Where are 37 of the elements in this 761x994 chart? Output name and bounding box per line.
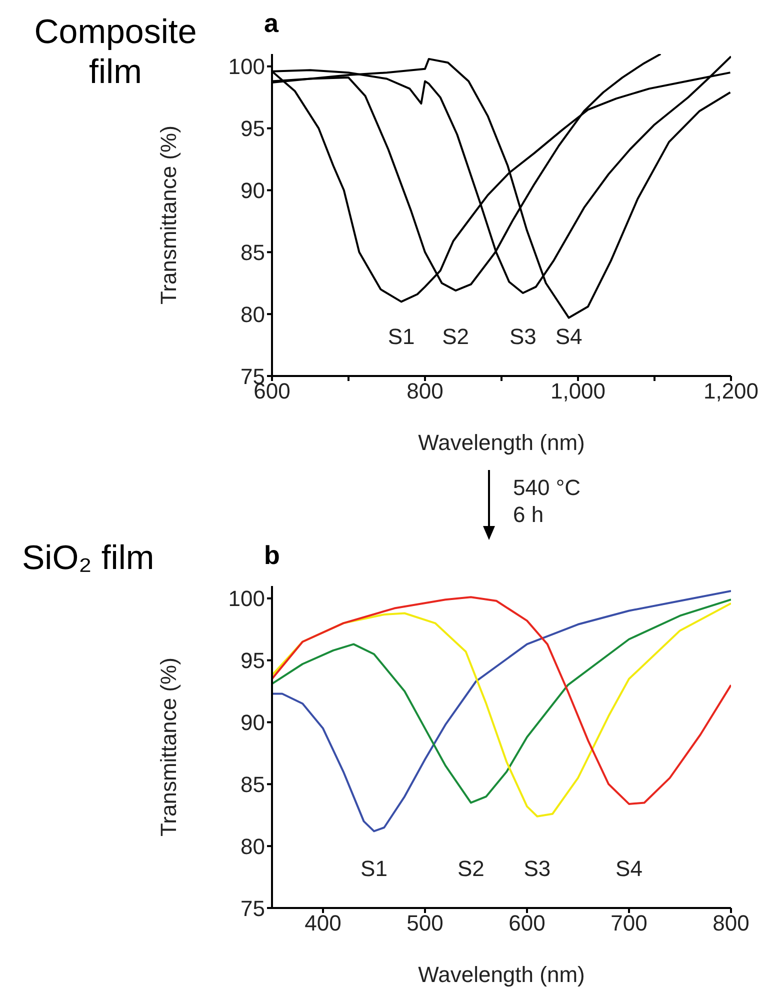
y-tick-label: 75: [240, 896, 265, 921]
y-tick-label: 90: [240, 178, 265, 204]
y-axis-title: Transmittance (%): [156, 126, 181, 304]
y-tick-label: 85: [240, 240, 265, 265]
y-tick-label: 80: [240, 302, 265, 327]
y-tick-label: 100: [228, 54, 265, 80]
text: S2: [457, 856, 484, 881]
text: S4: [616, 856, 642, 881]
series-label: S4: [555, 324, 582, 349]
series-label: S3: [509, 324, 536, 349]
x-tick-label: 800: [406, 378, 444, 404]
series-label: S3: [524, 856, 551, 881]
y-tick-label: 95: [240, 648, 265, 674]
y-tick-label: 100: [228, 586, 265, 612]
x-tick-label: 700: [610, 910, 648, 936]
text: Composite film: [33, 12, 198, 92]
series-label: S1: [388, 324, 415, 349]
y-tick-label: 80: [240, 834, 265, 859]
y-tick-label: 85: [240, 772, 265, 797]
series-label: S1: [360, 856, 388, 881]
x-tick-label: 600: [508, 910, 546, 936]
x-tick-label: 1,000: [550, 378, 606, 404]
x-tick-label: 400: [304, 910, 342, 936]
series-label: S2: [442, 324, 470, 349]
x-tick-label: 800: [712, 910, 750, 936]
chart-title: a: [264, 8, 278, 39]
x-tick-label: 500: [406, 910, 444, 936]
y-axis-title: Transmittance (%): [156, 658, 181, 836]
text: SiO₂ film: [22, 538, 154, 578]
x-axis-title: Wavelength (nm): [418, 962, 585, 987]
text: 540 °C: [513, 474, 581, 501]
y-tick-label: 95: [240, 116, 265, 142]
x-axis-title: Wavelength (nm): [418, 430, 585, 455]
y-tick-label: 90: [240, 710, 265, 736]
x-tick-label: 1,200: [703, 378, 759, 404]
chart-title: b: [264, 540, 280, 571]
text: 6 h: [513, 501, 545, 528]
